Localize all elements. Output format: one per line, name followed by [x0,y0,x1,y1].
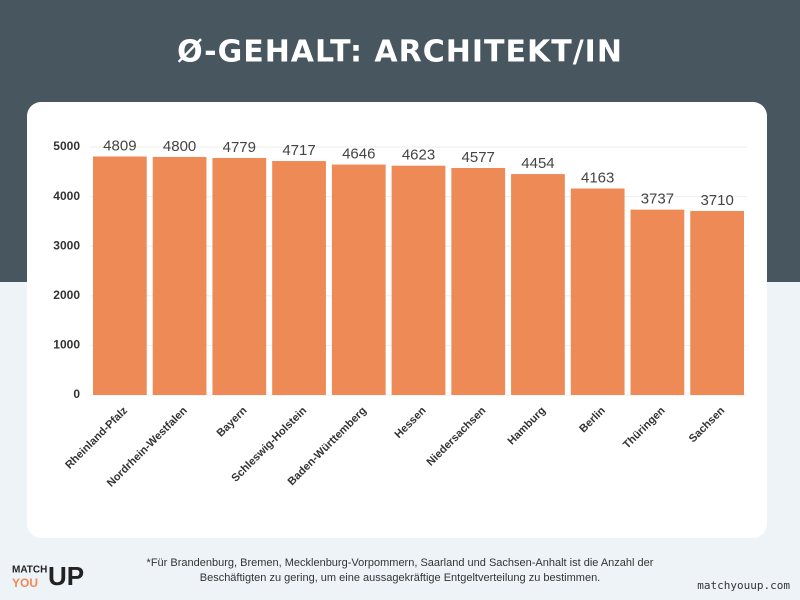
y-tick-label: 3000 [53,238,80,252]
y-tick-label: 2000 [53,288,80,302]
website: matchyouup.com [697,579,790,592]
value-label: 3737 [641,191,674,208]
logo-text: MATCH [12,565,47,576]
value-label: 4163 [581,169,614,186]
footnote: Beschäftigten zu gering, um eine aussage… [200,572,601,584]
value-label: 4623 [402,147,435,164]
value-label: 4646 [342,146,375,163]
bar [511,174,565,395]
y-tick-label: 4000 [53,189,80,203]
y-tick-label: 0 [73,387,80,401]
bar [92,156,147,395]
bar [690,210,745,395]
value-label: 4717 [282,142,315,159]
value-label: 4577 [462,149,495,166]
bar [331,164,386,395]
bar [630,209,685,395]
bar [451,167,506,395]
value-label: 4779 [223,139,256,156]
bar [272,161,326,395]
value-label: 4454 [521,155,554,172]
logo-text: YOU [12,576,38,590]
bar [212,157,267,395]
bar [391,165,446,395]
y-tick-label: 5000 [53,139,80,153]
value-label: 3710 [700,192,733,209]
bar [152,156,207,395]
footnote: *Für Brandenburg, Bremen, Mecklenburg-Vo… [147,557,654,569]
y-tick-label: 1000 [53,338,80,352]
bar [570,188,625,395]
value-label: 4809 [103,137,136,154]
value-label: 4800 [163,138,196,155]
chart-title: Ø-GEHALT: ARCHITEKT/IN [177,35,623,70]
logo-text: UP [48,561,84,591]
